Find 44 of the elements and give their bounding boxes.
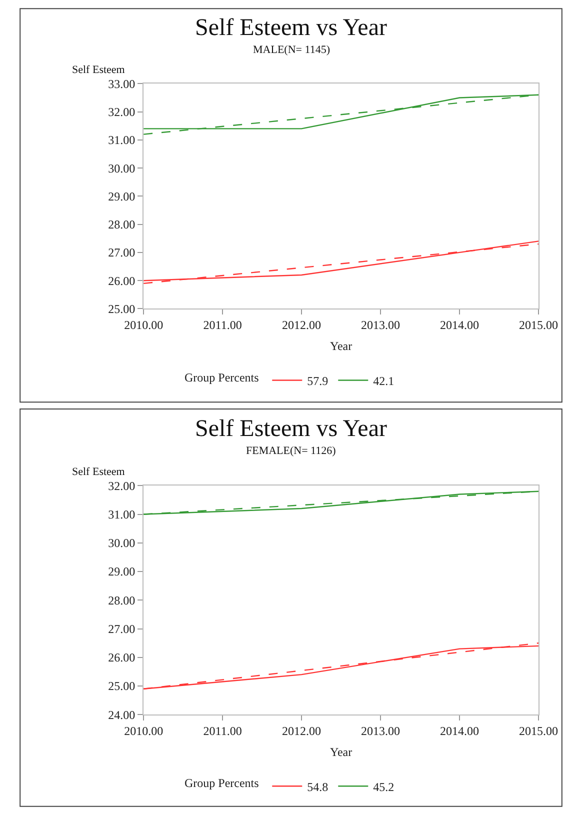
chart-title: Self Esteem vs Year — [195, 416, 387, 442]
x-axis-title: Year — [330, 339, 352, 354]
legend-label: 45.2 — [373, 780, 394, 794]
legend-title: Group Percents — [184, 370, 260, 384]
y-tick-label: 30.00 — [108, 161, 136, 176]
y-axis-title: Self Esteem — [72, 64, 126, 76]
x-tick-label: 2014.00 — [440, 724, 480, 738]
y-tick-label: 29.00 — [108, 189, 136, 204]
legend-label: 42.1 — [373, 374, 394, 388]
y-tick-label: 31.00 — [108, 507, 136, 522]
y-tick-label: 29.00 — [108, 564, 136, 579]
y-tick-label: 32.00 — [108, 104, 136, 119]
y-tick-label: 30.00 — [108, 536, 136, 550]
y-tick-label: 28.00 — [108, 218, 136, 232]
y-tick-label: 26.00 — [108, 650, 136, 665]
y-tick-label: 27.00 — [108, 246, 136, 260]
x-tick-label: 2010.00 — [124, 318, 164, 332]
x-tick-label: 2012.00 — [282, 724, 322, 738]
x-tick-label: 2014.00 — [440, 318, 480, 332]
x-tick-label: 2012.00 — [282, 318, 322, 332]
legend-label: 57.9 — [307, 374, 328, 388]
y-tick-label: 24.00 — [108, 708, 136, 722]
y-tick-label: 25.00 — [108, 302, 136, 316]
x-tick-label: 2015.00 — [519, 724, 558, 738]
chart-title: Self Esteem vs Year — [195, 15, 387, 41]
chart-subtitle: MALE(N= 1145) — [253, 44, 330, 56]
y-axis-title: Self Esteem — [72, 466, 126, 478]
y-tick-label: 33.00 — [108, 76, 136, 91]
y-tick-label: 26.00 — [108, 274, 136, 288]
y-tick-label: 32.00 — [108, 478, 136, 493]
y-tick-label: 28.00 — [108, 593, 136, 608]
y-tick-label: 31.00 — [108, 133, 136, 148]
x-tick-label: 2013.00 — [361, 318, 400, 332]
x-tick-label: 2011.00 — [203, 318, 242, 332]
y-tick-label: 25.00 — [108, 679, 136, 694]
x-tick-label: 2013.00 — [361, 724, 400, 738]
x-tick-label: 2010.00 — [124, 724, 164, 738]
x-tick-label: 2011.00 — [203, 724, 242, 738]
legend-label: 54.8 — [307, 780, 328, 794]
x-axis-title: Year — [330, 744, 352, 759]
chart-subtitle: FEMALE(N= 1126) — [246, 445, 336, 457]
x-tick-label: 2015.00 — [519, 318, 558, 332]
y-tick-label: 27.00 — [108, 622, 136, 636]
legend-title: Group Percents — [184, 776, 260, 790]
